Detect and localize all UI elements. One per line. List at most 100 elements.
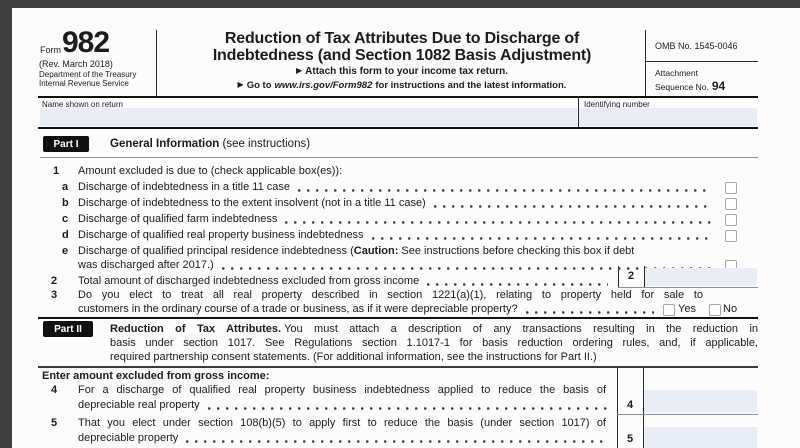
line4-amount-input[interactable]: [644, 390, 757, 413]
omb-number: OMB No. 1545-0046: [655, 41, 738, 51]
line1a-checkbox[interactable]: [725, 182, 737, 194]
line1b-row: Discharge of indebtedness to the extent …: [78, 197, 737, 210]
line4-number: 4: [51, 384, 58, 396]
line1c-checkbox[interactable]: [725, 214, 737, 226]
line1b-text: Discharge of indebtedness to the extent …: [78, 197, 426, 209]
line1c-text: Discharge of qualified farm indebtedness: [78, 213, 278, 225]
irs-url-link[interactable]: www.irs.gov/Form982: [274, 80, 373, 91]
line5-box-number: 5: [626, 433, 634, 445]
line2-cell-right-rule: [644, 266, 645, 288]
line3-text-line1: Do you elect to treat all real property …: [78, 289, 703, 301]
dot-leader: [433, 205, 711, 208]
revision-date: (Rev. March 2018): [39, 59, 113, 69]
amount-column-right-rule: [643, 368, 644, 448]
right-arrow-icon: ▶: [237, 80, 244, 89]
dot-leader: [186, 440, 608, 443]
line5-text-line2: depreciable property: [78, 432, 179, 444]
line2-amount-input[interactable]: [645, 268, 757, 286]
line3-no-checkbox[interactable]: [709, 304, 721, 316]
line5-text-line1: That you elect under section 108(b)(5) t…: [78, 417, 606, 429]
identifying-number-label: Identifying number: [584, 100, 650, 109]
form-word-label: Form: [40, 45, 61, 55]
part1-title: General Information (see instructions): [110, 138, 311, 150]
line2-number: 2: [51, 275, 58, 287]
part2-badge: Part II: [43, 321, 93, 337]
yes-label: Yes: [678, 303, 696, 315]
line1d-row: Discharge of qualified real property bus…: [78, 229, 737, 242]
line3-text-line2: customers in the ordinary course of a tr…: [78, 303, 518, 315]
line1d-letter: d: [62, 229, 69, 241]
enter-amount-subheader: Enter amount excluded from gross income:: [42, 370, 270, 382]
part2-title: Reduction of Tax Attributes.: [110, 323, 282, 335]
line1e-text-line2: was discharged after 2017.): [78, 259, 214, 271]
header-bottom-rule: [38, 96, 758, 98]
line2-underline: [618, 287, 758, 288]
dot-leader: [221, 267, 711, 270]
dot-leader: [525, 311, 654, 314]
part1-title-underline: [40, 157, 758, 158]
part2-desc-line3: required partnership consent statements.…: [110, 351, 597, 363]
line1c-row: Discharge of qualified farm indebtedness: [78, 213, 737, 226]
line3-row2: customers in the ordinary course of a tr…: [78, 303, 656, 316]
form-title-line1: Reduction of Tax Attributes Due to Disch…: [224, 30, 580, 47]
attachment-label: Attachment: [655, 68, 698, 78]
department-label: Department of the Treasury: [39, 70, 137, 79]
line3-number: 3: [51, 289, 58, 301]
line2-cell-left-rule: [618, 266, 619, 288]
line4-text-line2: depreciable real property: [78, 399, 200, 411]
line1-number: 1: [53, 165, 60, 177]
line2-text: Total amount of discharged indebtedness …: [78, 275, 420, 287]
form-title-line2: Indebtedness (and Section 1082 Basis Adj…: [212, 47, 592, 64]
name-row-bottom-rule: [38, 127, 758, 129]
line1a-letter: a: [62, 181, 69, 193]
line1c-letter: c: [62, 213, 69, 225]
no-label: No: [723, 303, 738, 315]
dot-leader: [371, 237, 711, 240]
identifying-number-input[interactable]: [579, 108, 757, 126]
form-page: [12, 8, 800, 448]
sequence-number: 94: [711, 79, 726, 93]
line1a-row: Discharge of indebtedness in a title 11 …: [78, 181, 737, 194]
line5-row2: depreciable property: [78, 432, 612, 445]
agency-label: Internal Revenue Service: [39, 79, 129, 88]
line4-text-line1: For a discharge of qualified real proper…: [78, 384, 606, 396]
dot-leader: [427, 283, 608, 286]
sequence-number-label: Sequence No. 94: [655, 79, 726, 93]
line4-box-number: 4: [626, 399, 634, 411]
line2-box-number: 2: [627, 270, 635, 282]
line1-text: Amount excluded is due to (check applica…: [78, 165, 343, 177]
name-input[interactable]: [40, 108, 577, 126]
line1d-checkbox[interactable]: [725, 230, 737, 242]
line5-amount-input[interactable]: [644, 427, 757, 448]
part2-desc-line1: Reduction of Tax Attributes. You must att…: [110, 323, 759, 335]
part1-badge: Part I: [43, 136, 89, 152]
line1b-checkbox[interactable]: [725, 198, 737, 210]
line1b-letter: b: [62, 197, 69, 209]
attach-instruction: ▶ Attach this form to your income tax ret…: [296, 66, 508, 77]
line5-number: 5: [51, 417, 58, 429]
header-divider-right: [645, 30, 646, 96]
caution-label: Caution:: [353, 245, 399, 257]
form-number: 982: [62, 26, 110, 59]
name-shown-label: Name shown on return: [42, 100, 123, 109]
dot-leader: [207, 407, 608, 410]
amount-column-left-rule: [617, 368, 618, 448]
right-arrow-icon: ▶: [296, 66, 303, 75]
name-id-divider: [578, 96, 579, 127]
omb-divider: [645, 61, 758, 62]
header-divider-left: [156, 30, 157, 96]
goto-instruction: ▶ Go to www.irs.gov/Form982 for instruction…: [237, 80, 567, 91]
line4-row2: depreciable real property: [78, 399, 612, 412]
line2-row: Total amount of discharged indebtedness …: [78, 275, 612, 288]
part2-desc-underline: [38, 366, 758, 368]
part2-top-rule: [38, 317, 758, 319]
part2-desc-line2: basis under section 1017. See Regulation…: [110, 337, 758, 349]
line3-yes-checkbox[interactable]: [663, 304, 675, 316]
dot-leader: [297, 189, 711, 192]
line1a-text: Discharge of indebtedness in a title 11 …: [78, 181, 290, 193]
line4-underline: [617, 414, 758, 415]
line1e-letter: e: [62, 245, 69, 257]
line1e-text-line1: Discharge of qualified principal residen…: [78, 245, 635, 257]
line1d-text: Discharge of qualified real property bus…: [78, 229, 364, 241]
